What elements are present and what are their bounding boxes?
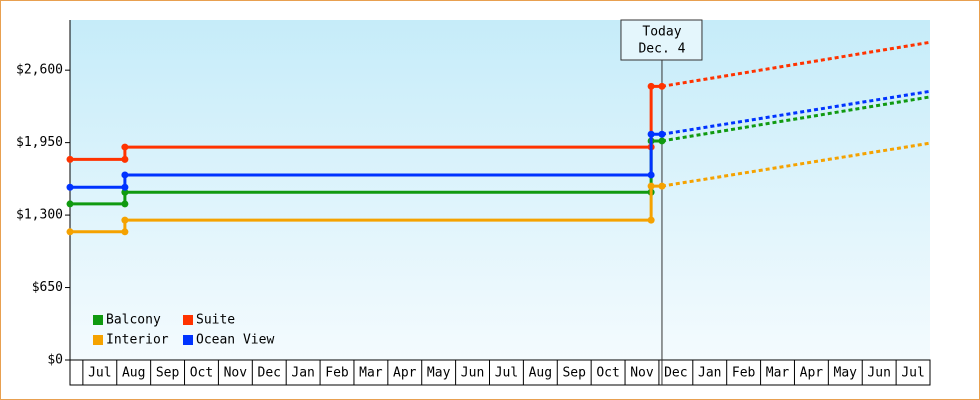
point	[121, 143, 129, 151]
point	[66, 200, 74, 208]
x-tick-label: Feb	[732, 366, 756, 381]
point	[647, 182, 655, 190]
x-tick-label: Jul	[495, 366, 518, 381]
point	[658, 182, 666, 190]
x-tick-label: Aug	[529, 366, 552, 381]
x-tick-label: Feb	[325, 366, 349, 381]
point	[66, 183, 74, 191]
legend-label: Suite	[196, 313, 235, 328]
x-tick-label: Mar	[766, 366, 790, 381]
point	[658, 130, 666, 138]
x-tick-label: May	[427, 366, 451, 381]
point	[66, 228, 74, 236]
legend-label: Interior	[106, 333, 169, 348]
y-tick-label: $1,300	[16, 208, 63, 223]
point	[647, 171, 655, 179]
forecast-line	[661, 40, 931, 88]
x-tick-label: Dec	[664, 366, 687, 381]
point	[121, 200, 129, 208]
today-label: Today	[642, 25, 681, 40]
y-tick-label: $1,950	[16, 135, 63, 150]
point	[121, 228, 129, 236]
y-tick-label: $2,600	[16, 63, 63, 78]
point	[121, 188, 129, 196]
point	[121, 155, 129, 163]
x-tick-label: Oct	[190, 366, 213, 381]
legend-swatch	[93, 315, 103, 325]
x-tick-label: Sep	[562, 366, 586, 381]
x-tick-label: Jun	[867, 366, 890, 381]
x-tick-label: Sep	[156, 366, 180, 381]
forecast-line	[661, 89, 931, 136]
x-tick-label: Apr	[800, 366, 824, 381]
legend-swatch	[183, 315, 193, 325]
forecast-line	[661, 141, 931, 188]
point	[647, 216, 655, 224]
point	[647, 82, 655, 90]
point	[121, 183, 129, 191]
y-tick-label: $0	[47, 353, 63, 368]
x-tick-label: Jan	[291, 366, 314, 381]
point	[121, 171, 129, 179]
point	[658, 137, 666, 145]
x-tick-label: Apr	[393, 366, 417, 381]
x-tick-label: Jul	[88, 366, 111, 381]
x-tick-label: Dec	[258, 366, 281, 381]
x-tick-label: Nov	[224, 366, 248, 381]
x-tick-label: Jan	[698, 366, 721, 381]
x-tick-label: Jun	[461, 366, 484, 381]
today-box	[620, 19, 703, 61]
plot-area	[70, 20, 930, 360]
x-tick-label: Nov	[630, 366, 654, 381]
x-tick-label: Oct	[596, 366, 619, 381]
x-tick-label: May	[834, 366, 858, 381]
x-tick-label: Mar	[359, 366, 383, 381]
y-tick-label: $650	[32, 280, 63, 295]
point	[121, 216, 129, 224]
legend-swatch	[183, 335, 193, 345]
legend-swatch	[93, 335, 103, 345]
forecast-line	[661, 95, 931, 143]
point	[647, 130, 655, 138]
legend-label: Ocean View	[196, 333, 274, 348]
today-label: Dec. 4	[638, 42, 685, 57]
x-tick-label: Aug	[122, 366, 145, 381]
point	[66, 155, 74, 163]
x-tick-label: Jul	[901, 366, 924, 381]
legend-label: Balcony	[106, 313, 161, 328]
point	[658, 82, 666, 90]
